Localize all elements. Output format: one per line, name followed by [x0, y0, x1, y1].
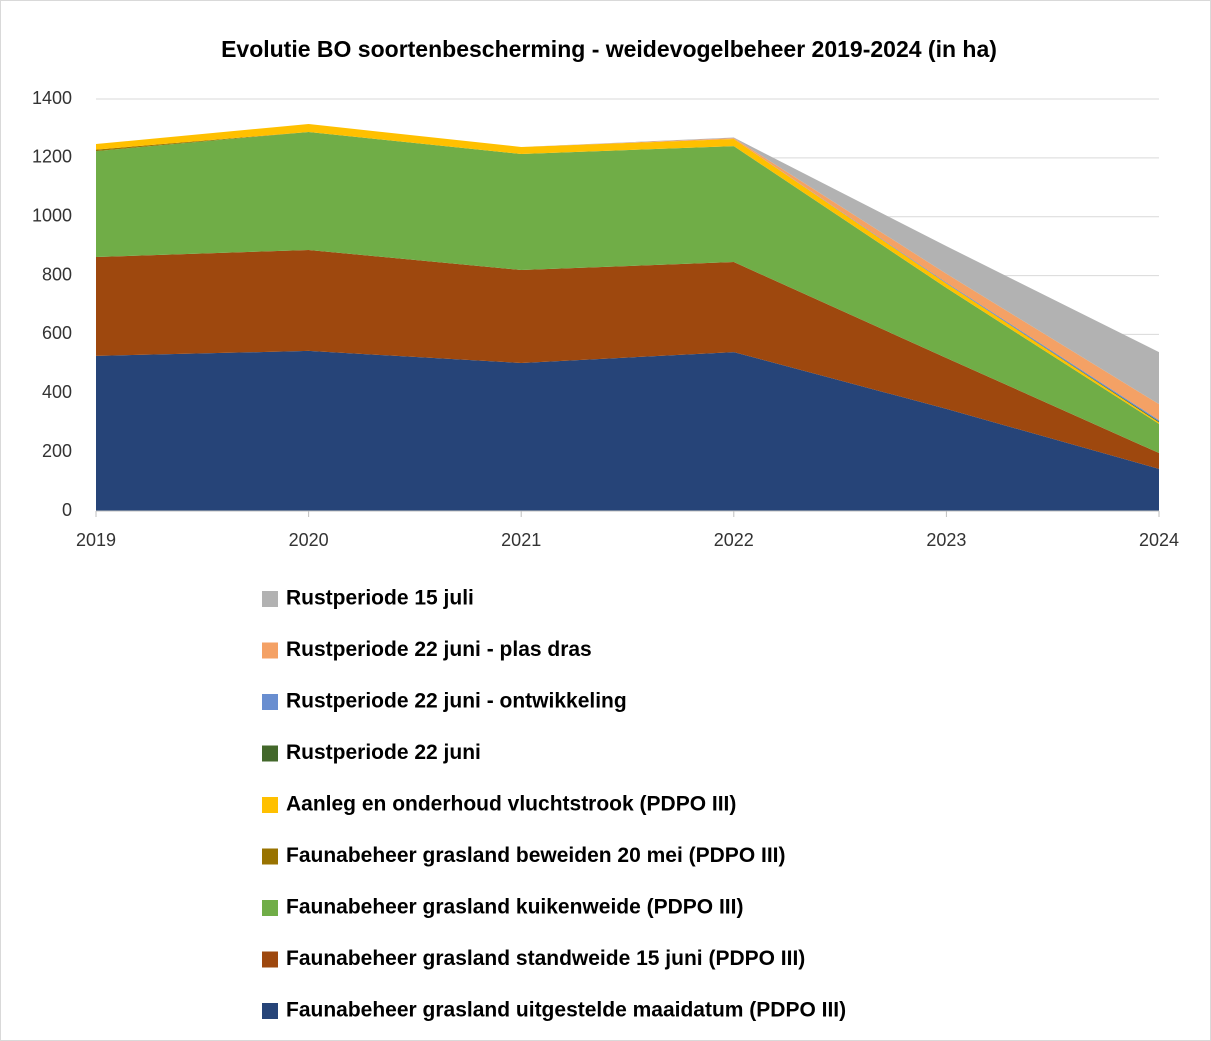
legend-label: Faunabeheer grasland uitgestelde maaidat… — [286, 999, 846, 1022]
legend-label: Rustperiode 15 juli — [286, 587, 474, 610]
legend-swatch — [262, 951, 278, 968]
legend-label: Faunabeheer grasland beweiden 20 mei (PD… — [286, 844, 785, 867]
y-tick-label: 400 — [42, 382, 72, 402]
legend-label: Faunabeheer grasland kuikenweide (PDPO I… — [286, 896, 743, 919]
area — [96, 124, 1159, 405]
y-tick-label: 600 — [42, 323, 72, 343]
legend-swatch — [262, 848, 278, 865]
area — [96, 131, 1159, 454]
x-tick-label: 2019 — [76, 530, 116, 550]
legend-label: Rustperiode 22 juni - plas dras — [286, 638, 592, 661]
y-tick-label: 1400 — [32, 88, 72, 108]
legend-swatch — [262, 642, 278, 659]
y-tick-label: 800 — [42, 264, 72, 284]
legend-swatch — [262, 745, 278, 762]
x-tick-label: 2023 — [926, 530, 966, 550]
area — [96, 350, 1159, 511]
y-tick-label: 1200 — [32, 147, 72, 167]
y-tick-label: 0 — [62, 500, 72, 520]
y-tick-label: 200 — [42, 441, 72, 461]
x-tick-label: 2024 — [1139, 530, 1179, 550]
y-tick-label: 1000 — [32, 205, 72, 225]
legend-swatch — [262, 694, 278, 710]
x-tick-label: 2020 — [289, 530, 329, 550]
legend-label: Rustperiode 22 juni — [286, 741, 481, 764]
legend-swatch — [262, 591, 278, 607]
chart-title: Evolutie BO soortenbescherming - weidevo… — [221, 36, 997, 62]
legend-label: Rustperiode 22 juni - ontwikkeling — [286, 690, 627, 713]
x-tick-label: 2021 — [501, 530, 541, 550]
legend-swatch — [262, 1003, 278, 1019]
legend-swatch — [262, 797, 278, 813]
legend-label: Faunabeheer grasland standweide 15 juni … — [286, 947, 805, 970]
legend-label: Aanleg en onderhoud vluchtstrook (PDPO I… — [286, 793, 736, 816]
area — [96, 249, 1159, 469]
legend-swatch — [262, 900, 278, 916]
x-tick-label: 2022 — [714, 530, 754, 550]
